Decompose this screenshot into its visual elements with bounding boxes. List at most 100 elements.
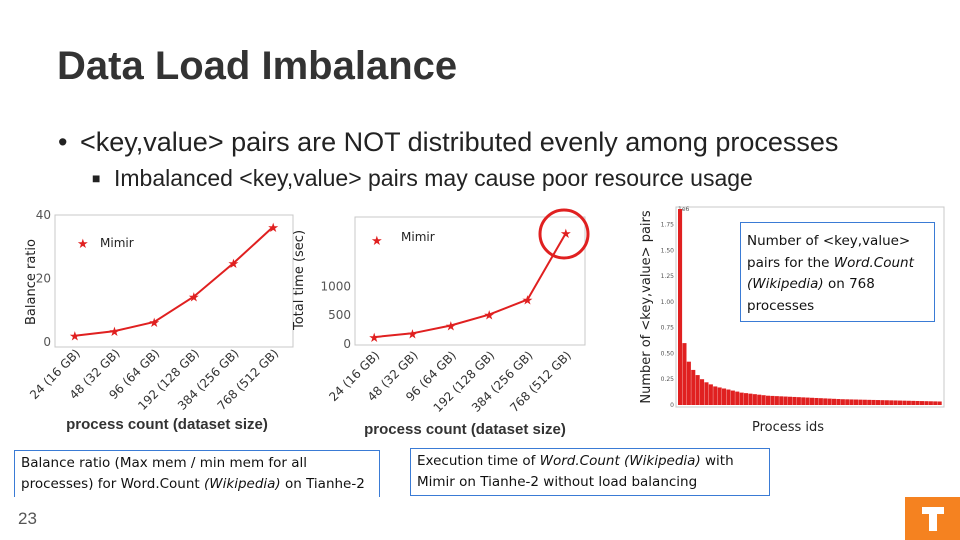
histogram-bar [810, 397, 815, 405]
plot-area [54, 214, 294, 348]
histogram-bar [876, 400, 881, 405]
caption-mid-text-2: with Mimir on Tianhe-2 without load bala… [417, 453, 734, 490]
histogram-bar [700, 379, 705, 405]
histogram-bar [889, 400, 894, 405]
bullet-1-text: <key,value> pairs are NOT distributed ev… [80, 127, 839, 157]
note-text-2: on 768 processes [747, 276, 875, 314]
histogram-bar [854, 399, 859, 405]
caption-execution-time: Execution time of Word.Count (Wikipedia)… [410, 448, 770, 496]
y-tick-label: 1000 [320, 279, 351, 293]
data-point-star: ★ [148, 315, 160, 330]
histogram-bar [730, 390, 735, 405]
data-point-star: ★ [560, 226, 572, 241]
histogram-bar [840, 399, 845, 405]
histogram-bar [924, 401, 929, 405]
data-point-star: ★ [407, 326, 419, 341]
histogram-bar [713, 386, 718, 405]
data-point-star: ★ [483, 308, 495, 323]
histogram-bar [827, 398, 832, 405]
highlight-circle [538, 208, 590, 260]
y-tick-label: 0.50 [661, 350, 675, 357]
histogram-bar [849, 399, 854, 405]
histogram-bar [933, 401, 938, 405]
data-point-star: ★ [445, 319, 457, 334]
histogram-bar [722, 388, 727, 405]
slide-number: 23 [18, 509, 37, 528]
y-tick-label: 0.25 [661, 376, 675, 383]
histogram-bar [708, 384, 713, 405]
histogram-bar [884, 400, 889, 405]
histogram-bar [792, 396, 797, 405]
caption-left-text-1: Balance ratio (Max mem / min mem for all… [21, 455, 308, 492]
histogram-bar [796, 397, 801, 405]
bullet-point-1: • <key,value> pairs are NOT distributed e… [58, 127, 838, 158]
slide-title: Data Load Imbalance [57, 44, 458, 88]
histogram-bar [739, 392, 744, 405]
bullet-dot-icon: • [58, 127, 68, 157]
caption-mid-em: Word.Count (Wikipedia) [539, 453, 701, 469]
x-axis-label: Process ids [752, 420, 824, 435]
y-tick-label: 1.00 [661, 299, 675, 306]
bullet-point-2: ■ Imbalanced <key,value> pairs may cause … [92, 165, 753, 192]
y-axis-label: Total time (sec) [292, 230, 307, 331]
histogram-bar [695, 375, 700, 405]
histogram-bar [867, 399, 872, 405]
university-logo-icon [918, 503, 948, 535]
y-scale-label: 1e6 [678, 206, 690, 213]
legend-star-icon: ★ [371, 233, 383, 248]
histogram-bar [735, 391, 740, 405]
legend-star-icon: ★ [77, 236, 89, 251]
histogram-bar [682, 343, 687, 405]
y-tick-label: 1.50 [661, 247, 675, 254]
y-axis-label: Balance ratio [24, 239, 39, 325]
y-tick-label: 0 [343, 337, 351, 351]
histogram-bar [911, 400, 916, 405]
histogram-bar [779, 396, 784, 405]
histogram-bar [686, 361, 691, 405]
histogram-bar [893, 400, 898, 405]
data-point-star: ★ [109, 324, 121, 339]
bullet-2-text: Imbalanced <key,value> pairs may cause p… [114, 165, 753, 191]
histogram-bar [704, 382, 709, 405]
histogram-bar [761, 395, 766, 405]
caption-mid-text-1: Execution time of [417, 453, 540, 469]
note-text-em: Word.Count (Wikipedia) [747, 254, 914, 293]
data-point-star: ★ [69, 329, 81, 344]
y-tick-label: 500 [328, 308, 351, 322]
histogram-bar [845, 399, 850, 405]
square-bullet-icon: ■ [92, 170, 101, 186]
histogram-bar [871, 399, 876, 405]
caption-left-text-2: on Tianhe-2 [280, 476, 365, 492]
x-axis-label: process count (dataset size) [66, 416, 268, 433]
histogram-bar [744, 393, 749, 405]
histogram-bar [880, 400, 885, 405]
footer-white-area [0, 497, 905, 540]
histogram-bar [928, 401, 933, 405]
x-axis-label: process count (dataset size) [364, 421, 566, 438]
y-axis-label: Number of <key,value> pairs [639, 210, 654, 404]
histogram-bar [836, 399, 841, 405]
y-tick-label: 1.75 [661, 221, 675, 228]
histogram-bar [858, 399, 863, 405]
histogram-bar [920, 401, 925, 405]
histogram-bar [770, 395, 775, 405]
histogram-bar [823, 398, 828, 405]
kv-pairs-note: Number of <key,value> pairs for the Word… [740, 222, 935, 322]
histogram-bar [691, 369, 696, 405]
data-point-star: ★ [522, 293, 534, 308]
histogram-bar [915, 400, 920, 405]
histogram-bar [902, 400, 907, 405]
note-text-1: Number of <key,value> pairs for the [747, 233, 911, 271]
histogram-bar [805, 397, 810, 405]
histogram-bar [748, 393, 753, 405]
histogram-bar [766, 395, 771, 405]
histogram-bar [937, 401, 942, 405]
y-tick-label: 20 [36, 272, 51, 286]
histogram-bar [898, 400, 903, 405]
histogram-bar [752, 394, 757, 405]
histogram-bar [678, 209, 683, 405]
data-point-star: ★ [267, 220, 279, 235]
data-point-star: ★ [188, 290, 200, 305]
